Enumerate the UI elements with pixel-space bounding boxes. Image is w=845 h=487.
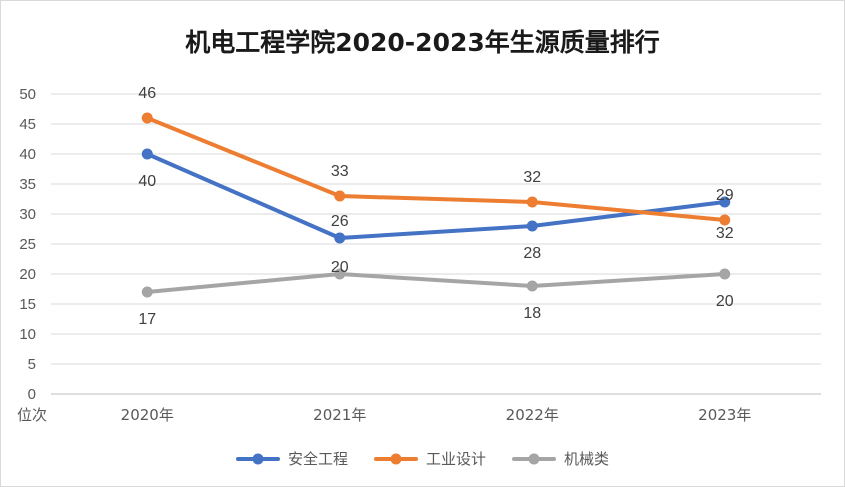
data-label: 46 <box>138 85 156 102</box>
x-tick-label: 2020年 <box>121 406 174 424</box>
legend-label: 机械类 <box>564 450 610 468</box>
y-tick-label: 25 <box>19 236 36 253</box>
data-label: 17 <box>138 311 156 328</box>
y-tick-label: 5 <box>28 356 36 373</box>
legend-label: 安全工程 <box>287 450 348 468</box>
data-label: 32 <box>716 225 734 242</box>
x-tick-label: 2022年 <box>506 406 559 424</box>
y-tick-label: 30 <box>19 206 36 223</box>
data-point <box>719 214 731 226</box>
data-point <box>334 190 346 202</box>
data-label: 29 <box>716 187 734 204</box>
y-tick-label: 15 <box>19 296 36 313</box>
data-label: 40 <box>138 173 156 190</box>
data-point <box>526 280 538 292</box>
series-line <box>145 272 727 294</box>
data-point <box>719 196 731 208</box>
series-line <box>145 116 727 222</box>
data-point <box>334 232 346 244</box>
y-tick-label: 40 <box>19 146 36 163</box>
legend-swatch <box>235 453 280 464</box>
legend-item: 机械类 <box>512 448 609 469</box>
y-tick-label: 0 <box>28 386 36 403</box>
y-tick-label: 45 <box>19 116 36 133</box>
legend: 安全工程 工业设计 机械类 <box>1 448 844 469</box>
data-label: 20 <box>716 293 734 310</box>
data-label: 32 <box>523 169 541 186</box>
legend-swatch <box>512 453 556 464</box>
data-label: 33 <box>331 163 349 180</box>
data-point <box>141 286 153 298</box>
data-point <box>141 148 153 160</box>
data-point <box>526 196 538 208</box>
legend-label: 工业设计 <box>425 450 486 468</box>
chart-title: 机电工程学院2020-2023年生源质量排行 <box>185 28 660 57</box>
y-tick-label: 35 <box>19 176 36 193</box>
y-axis-label: 位次 <box>17 406 47 424</box>
y-tick-label: 20 <box>19 266 36 283</box>
x-tick-label: 2021年 <box>313 406 366 424</box>
y-tick-label: 50 <box>19 86 36 103</box>
data-label: 26 <box>331 213 349 230</box>
data-point <box>141 112 153 124</box>
data-point <box>334 268 346 280</box>
x-tick-label: 2023年 <box>698 406 751 424</box>
data-point <box>719 268 731 280</box>
data-point <box>526 220 538 232</box>
data-label: 28 <box>523 245 541 262</box>
legend-swatch <box>373 453 418 464</box>
legend-item: 安全工程 <box>235 448 348 469</box>
legend-item: 工业设计 <box>373 448 486 469</box>
data-label: 18 <box>523 305 541 322</box>
data-label: 20 <box>331 259 349 276</box>
y-tick-label: 10 <box>19 326 36 343</box>
series-line <box>145 152 727 240</box>
